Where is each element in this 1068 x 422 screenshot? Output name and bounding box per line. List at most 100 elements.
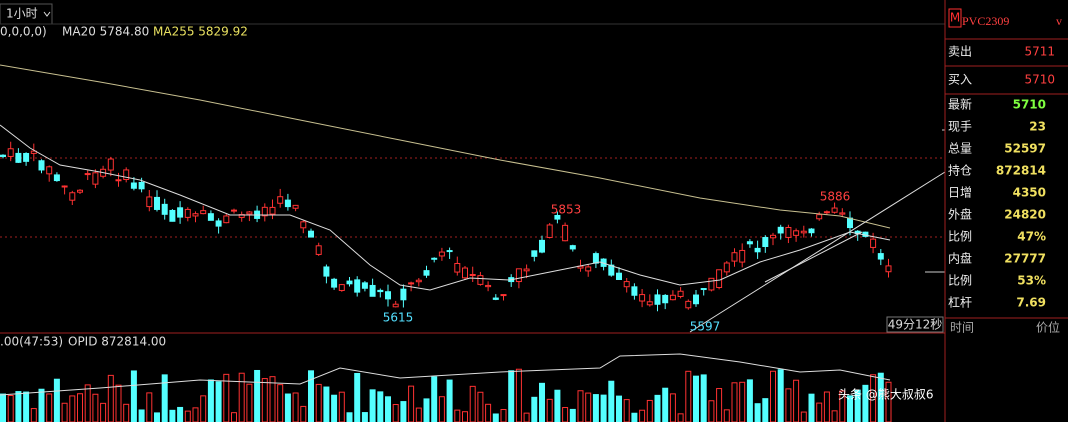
- volume-bar: [793, 379, 800, 422]
- volume-bar: [331, 394, 338, 422]
- volume-bar: [469, 385, 476, 422]
- volume-bar: [277, 384, 284, 422]
- candle-body: [84, 173, 91, 176]
- candle-body: [123, 169, 130, 180]
- sell-price: 5711: [1024, 45, 1055, 59]
- volume-bar: [69, 395, 76, 422]
- countdown-box: [886, 316, 944, 333]
- volume-bar: [492, 413, 499, 422]
- volume-bar: [831, 410, 838, 422]
- candle-body: [515, 268, 522, 283]
- volume-bar: [308, 370, 314, 422]
- candle-body: [623, 281, 630, 288]
- candle-body: [492, 297, 499, 300]
- candle-body: [785, 226, 792, 238]
- candle-body: [877, 253, 884, 260]
- quote-label: 比例: [948, 230, 972, 244]
- candle-body: [92, 172, 99, 185]
- volume-bar: [23, 391, 30, 422]
- volume-bar: [762, 398, 769, 422]
- volume-bar: [423, 398, 430, 422]
- candle-body: [346, 280, 353, 285]
- quote-label: 最新: [948, 97, 972, 112]
- candle-body: [246, 211, 253, 215]
- dropdown-arrow: [43, 11, 51, 17]
- period-label[interactable]: 1小时: [6, 7, 38, 21]
- candle-body: [762, 237, 769, 247]
- candle-body: [138, 181, 145, 190]
- volume-header: .00(47:53): [0, 335, 63, 349]
- volume-bar: [854, 389, 861, 422]
- volume-bar: [400, 401, 407, 422]
- candle-body: [115, 179, 122, 182]
- volume-bar: [785, 388, 792, 422]
- quote-label: 外盘: [948, 207, 972, 222]
- volume-bar: [284, 393, 291, 422]
- candle-body: [277, 196, 284, 204]
- candle-body: [693, 294, 699, 305]
- price-mark: 5615: [383, 311, 414, 325]
- volume-bar: [92, 393, 99, 422]
- candle-body: [569, 245, 576, 250]
- volume-bar: [539, 382, 545, 422]
- volume-bar: [261, 378, 268, 422]
- candle-body: [685, 300, 692, 309]
- candle-body: [146, 196, 153, 208]
- candle-body: [831, 207, 838, 213]
- volume-bar: [508, 370, 515, 422]
- volume-bar: [231, 412, 237, 422]
- ma255-label: MA255 5829.92: [153, 25, 248, 39]
- candle-body: [839, 212, 846, 215]
- volume-bar: [862, 384, 869, 422]
- candle-body: [377, 289, 384, 293]
- volume-bar: [716, 388, 723, 422]
- badge-text: M: [950, 11, 960, 25]
- candle-body: [415, 279, 422, 283]
- volume-bar: [454, 409, 461, 422]
- candle-body: [69, 192, 76, 201]
- candle-body: [700, 288, 707, 291]
- candle-body: [23, 152, 30, 162]
- candle-body: [15, 152, 22, 163]
- volume-bar: [161, 374, 168, 422]
- volume-bar: [477, 391, 484, 422]
- candle-body: [77, 189, 83, 193]
- candle-body: [392, 303, 399, 308]
- volume-bar: [585, 392, 592, 422]
- candle-body: [777, 226, 784, 234]
- candle-body: [546, 224, 553, 238]
- candle-body: [770, 234, 776, 239]
- candle-body: [361, 282, 368, 289]
- candle-body: [754, 247, 761, 253]
- candle-body: [462, 267, 468, 279]
- quote-value: 53%: [1017, 274, 1046, 288]
- candle-body: [477, 275, 484, 285]
- candle-body: [539, 239, 545, 253]
- volume-bar: [639, 409, 646, 422]
- candle-body: [53, 174, 60, 182]
- trend-line: [689, 171, 946, 333]
- volume-bar: [739, 381, 746, 422]
- volume-bar: [616, 395, 622, 422]
- trend-line: [764, 231, 863, 283]
- quote-value: 872814: [996, 164, 1046, 178]
- candle-body: [408, 282, 415, 285]
- volume-bar: [377, 391, 384, 422]
- volume-bar: [569, 408, 576, 422]
- quote-label: 现手: [948, 120, 972, 134]
- volume-bar: [808, 393, 815, 422]
- volume-bar: [577, 390, 584, 422]
- candle-body: [223, 215, 230, 224]
- volume-bar: [669, 393, 676, 422]
- candle-body: [669, 294, 676, 301]
- candle-body: [323, 266, 330, 277]
- quote-label: 比例: [948, 274, 972, 288]
- volume-bar: [146, 392, 153, 422]
- candle-body: [231, 209, 237, 212]
- price-mark: 5886: [820, 190, 851, 204]
- oi-line: [0, 353, 891, 396]
- volume-bar: [677, 413, 684, 422]
- volume-bar: [385, 396, 391, 422]
- candle-body: [847, 217, 853, 229]
- price-mark: 5597: [690, 320, 721, 334]
